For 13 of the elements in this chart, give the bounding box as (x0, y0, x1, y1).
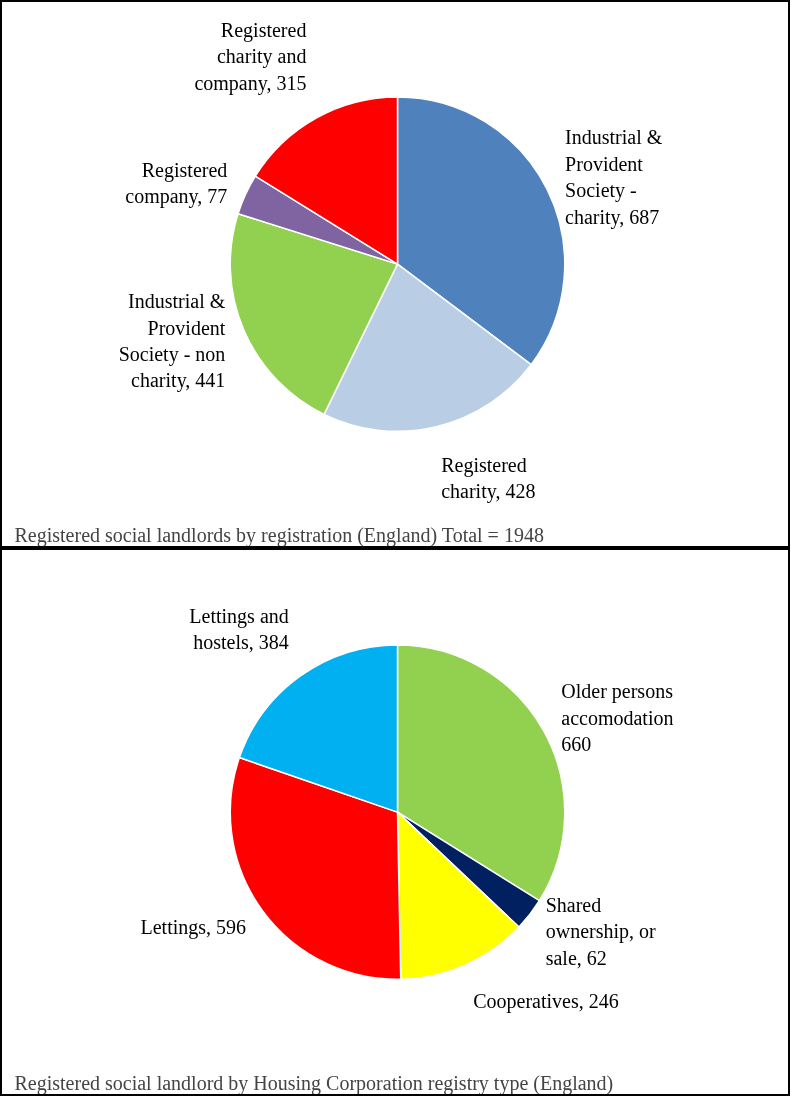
text: Registered social landlord by Housing Corporation registry type (England) (14, 1071, 614, 1095)
slice-label: Lettings, 596 (140, 915, 247, 939)
slice-label: Registered company, 77 (125, 158, 228, 208)
slice-label: Industrial & Provident Society - non charity, 441 (118, 290, 226, 393)
slice-label: Cooperatives, 246 (473, 990, 619, 1014)
slice-label: Registered charity, 428 (441, 453, 536, 504)
text: Registered social landlords by registration (England) Total = 1948 (14, 523, 544, 547)
slice-label: Registered charity and company, 315 (194, 18, 307, 95)
slice-label: Shared ownership, or sale, 62 (545, 893, 657, 969)
slice-label: Older persons accomodation (561, 680, 674, 729)
data-label: 660 (561, 732, 592, 755)
slice-label: Lettings and hostels, 384 (189, 604, 289, 654)
slice-label: Industrial & Provident Society - charity, 687 (565, 126, 663, 229)
